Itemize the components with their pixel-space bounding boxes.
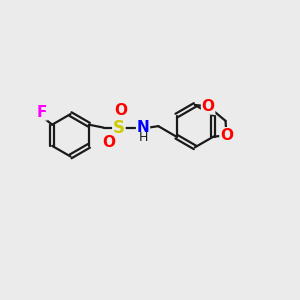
Text: O: O — [114, 103, 127, 118]
Text: O: O — [102, 135, 115, 150]
Text: H: H — [138, 131, 148, 144]
Text: N: N — [137, 120, 149, 135]
Text: S: S — [113, 118, 125, 136]
Text: O: O — [220, 128, 233, 143]
Text: O: O — [202, 99, 214, 114]
Text: F: F — [37, 105, 47, 120]
